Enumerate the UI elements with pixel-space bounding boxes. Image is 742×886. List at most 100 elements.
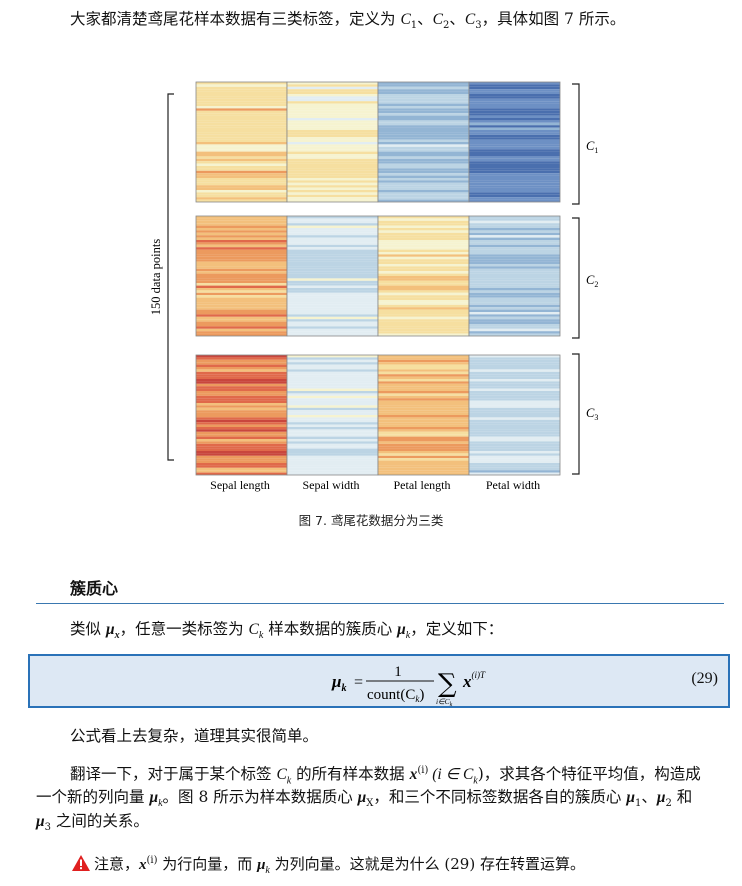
membership: (i ∈ C: [428, 766, 474, 784]
heatmap-cell: [378, 288, 469, 291]
heatmap-cell: [196, 220, 287, 224]
heatmap-cell: [287, 407, 378, 411]
separator: 、: [449, 10, 465, 28]
heatmap-cell: [196, 113, 287, 116]
heatmap-cell: [196, 276, 287, 279]
heatmap-cell: [469, 398, 560, 401]
heatmap-cell: [287, 290, 378, 293]
heatmap-cell: [378, 424, 469, 427]
heatmap-cell: [378, 247, 469, 250]
heatmap-cell: [469, 91, 560, 94]
heatmap-cell: [287, 137, 378, 140]
heatmap-cell: [469, 175, 560, 178]
heatmap-cell: [378, 178, 469, 181]
heatmap-cell: [469, 288, 560, 291]
heatmap-cell: [378, 441, 469, 444]
heatmap-cell: [196, 458, 287, 461]
heatmap-cell: [378, 393, 469, 396]
heatmap-cell: [378, 154, 469, 157]
heatmap-cell: [469, 146, 560, 150]
heatmap-cell: [196, 288, 287, 291]
heatmap-cell: [287, 125, 378, 128]
heatmap-cell: [287, 302, 378, 305]
heatmap-cell: [196, 290, 287, 293]
text: 、: [641, 788, 657, 806]
heatmap-cell: [287, 240, 378, 243]
heatmap-cell: [287, 216, 378, 219]
heatmap-cell: [378, 142, 469, 145]
heatmap-cell: [378, 91, 469, 94]
heatmap-cell: [287, 190, 378, 193]
mu-sub: 3: [44, 822, 51, 834]
heatmap-cell: [378, 316, 469, 320]
heatmap-cell: [196, 359, 287, 363]
heatmap-cell: [287, 324, 378, 327]
heatmap-cell: [196, 108, 287, 111]
heatmap-cell: [196, 122, 287, 126]
heatmap-cell: [196, 151, 287, 154]
heatmap-cell: [196, 295, 287, 298]
heatmap-cell: [469, 268, 560, 272]
heatmap-cell: [378, 472, 469, 475]
heatmap-cell: [469, 247, 560, 250]
heatmap-cell: [378, 127, 469, 130]
heatmap-cell: [378, 429, 469, 432]
heatmap-cell: [287, 359, 378, 363]
heatmap-cell: [378, 422, 469, 425]
heatmap-cell: [469, 463, 560, 466]
heatmap-cell: [196, 376, 287, 379]
heatmap-cell: [378, 187, 469, 190]
heatmap-cell: [287, 103, 378, 106]
paragraph-explanation-line2: 一个新的列向量 μk。图 8 所示为样本数据质心 μX，和三个不同标签数据各自的…: [36, 786, 692, 815]
label-sub: 1: [410, 20, 418, 32]
heatmap-cell: [196, 429, 287, 432]
heatmap-cell: [287, 110, 378, 114]
heatmap-cell: [196, 240, 287, 243]
heatmap-cell: [378, 103, 469, 106]
heatmap-cell: [287, 307, 378, 310]
heatmap-cell: [469, 472, 560, 475]
heatmap-cell: [196, 273, 287, 276]
heatmap-cell: [287, 132, 378, 135]
heatmap-cell: [469, 249, 560, 252]
heatmap-cell: [196, 235, 287, 238]
group-bracket-c1: [572, 83, 580, 205]
heatmap-cell: [196, 374, 287, 377]
heatmap-cell: [378, 228, 469, 231]
heatmap-cell: [287, 98, 378, 102]
heatmap-cell: [287, 252, 378, 255]
heatmap-cell: [287, 256, 378, 260]
heatmap-cell: [469, 230, 560, 233]
heatmap-cell: [469, 94, 560, 97]
heatmap-cell: [378, 383, 469, 387]
heatmap-cell: [287, 146, 378, 150]
heatmap-cell: [287, 417, 378, 420]
heatmap-cell: [287, 261, 378, 264]
heatmap-cell: [469, 225, 560, 228]
heatmap-cell: [287, 448, 378, 451]
heatmap-cell: [469, 276, 560, 279]
heatmap-cell: [196, 467, 287, 471]
heatmap-cell: [196, 441, 287, 444]
heatmap-cell: [287, 355, 378, 358]
heatmap-cell: [378, 259, 469, 262]
heatmap-cell: [196, 125, 287, 128]
heatmap-cell: [378, 276, 469, 279]
heatmap-cell: [287, 415, 378, 418]
heatmap-cell: [378, 249, 469, 252]
x-symbol: x: [139, 857, 147, 873]
heatmap-cell: [196, 98, 287, 102]
heatmap-cell: [469, 376, 560, 379]
heatmap-cell: [469, 108, 560, 111]
heatmap-cell: [378, 412, 469, 415]
heatmap-cell: [196, 197, 287, 200]
heatmap-cell: [469, 369, 560, 372]
heatmap-cell: [378, 374, 469, 377]
heatmap-cell: [196, 168, 287, 171]
heatmap-cell: [378, 266, 469, 269]
heatmap-cell: [196, 362, 287, 365]
fraction-numerator: 1: [394, 664, 402, 680]
heatmap-cell: [287, 151, 378, 154]
heatmap-cell: [469, 280, 560, 284]
heatmap-cell: [287, 405, 378, 408]
